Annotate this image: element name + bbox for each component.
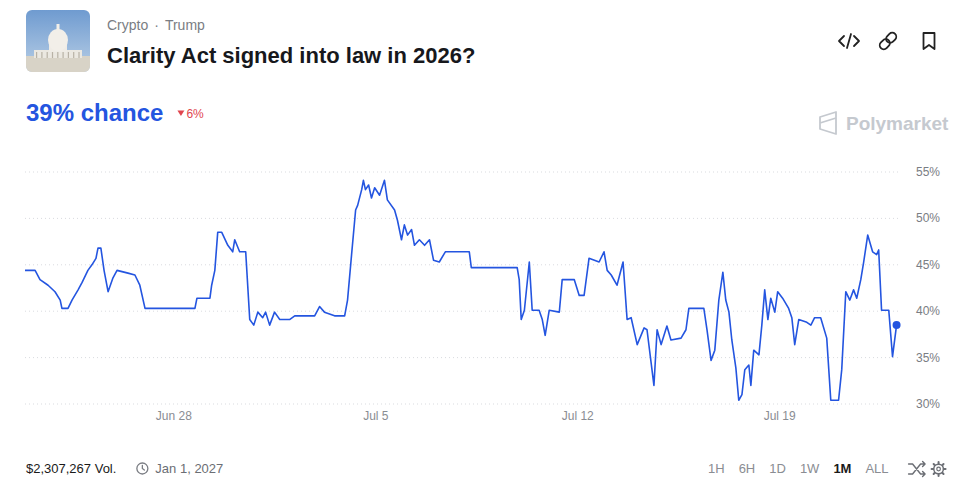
- icon-column: [36, 52, 37, 58]
- link-icon[interactable]: [878, 31, 898, 51]
- grid-line: [25, 264, 898, 265]
- grid-line: [25, 218, 898, 219]
- price-line: [25, 180, 897, 400]
- icon-column: [73, 52, 74, 58]
- plot-area: [25, 180, 901, 400]
- probability: 39% chance: [26, 99, 163, 126]
- icon-column: [52, 52, 53, 58]
- icon-column: [57, 52, 58, 58]
- grid-line: [25, 357, 898, 358]
- change: 6%: [186, 107, 204, 121]
- range-button[interactable]: 1W: [800, 461, 820, 476]
- change-arrow: [177, 111, 184, 117]
- shuffle-icon[interactable]: [909, 462, 926, 477]
- icon-base: [26, 56, 90, 72]
- icon-dome: [48, 29, 68, 51]
- icon-column: [63, 52, 64, 58]
- y-tick-label: 55%: [916, 165, 940, 179]
- end-date: Jan 1, 2027: [155, 461, 223, 476]
- link-part: [878, 37, 891, 50]
- icon-column: [68, 52, 69, 58]
- brand-logo: [820, 112, 836, 134]
- x-tick-label: Jul 19: [764, 409, 796, 423]
- settings-icon[interactable]: [932, 462, 946, 476]
- separator: ·: [154, 17, 159, 33]
- y-tick-label: 40%: [916, 304, 940, 318]
- y-tick-label: 45%: [916, 258, 940, 272]
- icon-column: [41, 52, 42, 58]
- icon-column: [78, 52, 79, 58]
- range-button[interactable]: ALL: [865, 461, 888, 476]
- x-tick-label: Jul 5: [363, 409, 389, 423]
- clock-face: [137, 463, 148, 474]
- range-button[interactable]: 1D: [769, 461, 786, 476]
- y-tick-label: 35%: [916, 351, 940, 365]
- y-tick-label: 30%: [916, 397, 940, 411]
- range-button[interactable]: 6H: [739, 461, 756, 476]
- clock-hands: [142, 466, 144, 471]
- page: Crypto · Trump Clarity Act signed into law …: [0, 0, 964, 496]
- title: Clarity Act signed into law in 2026?: [107, 43, 475, 68]
- range-button[interactable]: 1H: [708, 461, 725, 476]
- tag: Trump: [165, 17, 205, 33]
- icon-lantern: [57, 24, 60, 30]
- link-part: [884, 31, 897, 44]
- icon-column: [47, 52, 48, 58]
- y-tick-label: 50%: [916, 211, 940, 225]
- last-point: [893, 321, 901, 329]
- embed-icon[interactable]: [839, 34, 859, 48]
- x-tick-label: Jul 12: [562, 409, 594, 423]
- clock-icon: [137, 463, 148, 474]
- range-button[interactable]: 1M: [833, 461, 851, 476]
- grid-line: [25, 404, 898, 405]
- market-icon: [26, 10, 90, 72]
- x-tick-label: Jun 28: [156, 409, 192, 423]
- volume: $2,307,267 Vol.: [26, 461, 116, 476]
- gear-hole: [937, 467, 941, 471]
- brand: Polymarket: [846, 113, 949, 134]
- gear-body: [934, 464, 944, 474]
- bookmark-icon[interactable]: [924, 33, 935, 49]
- grid-line: [25, 172, 898, 173]
- icon-sky: [26, 10, 90, 72]
- category: Crypto: [107, 17, 148, 33]
